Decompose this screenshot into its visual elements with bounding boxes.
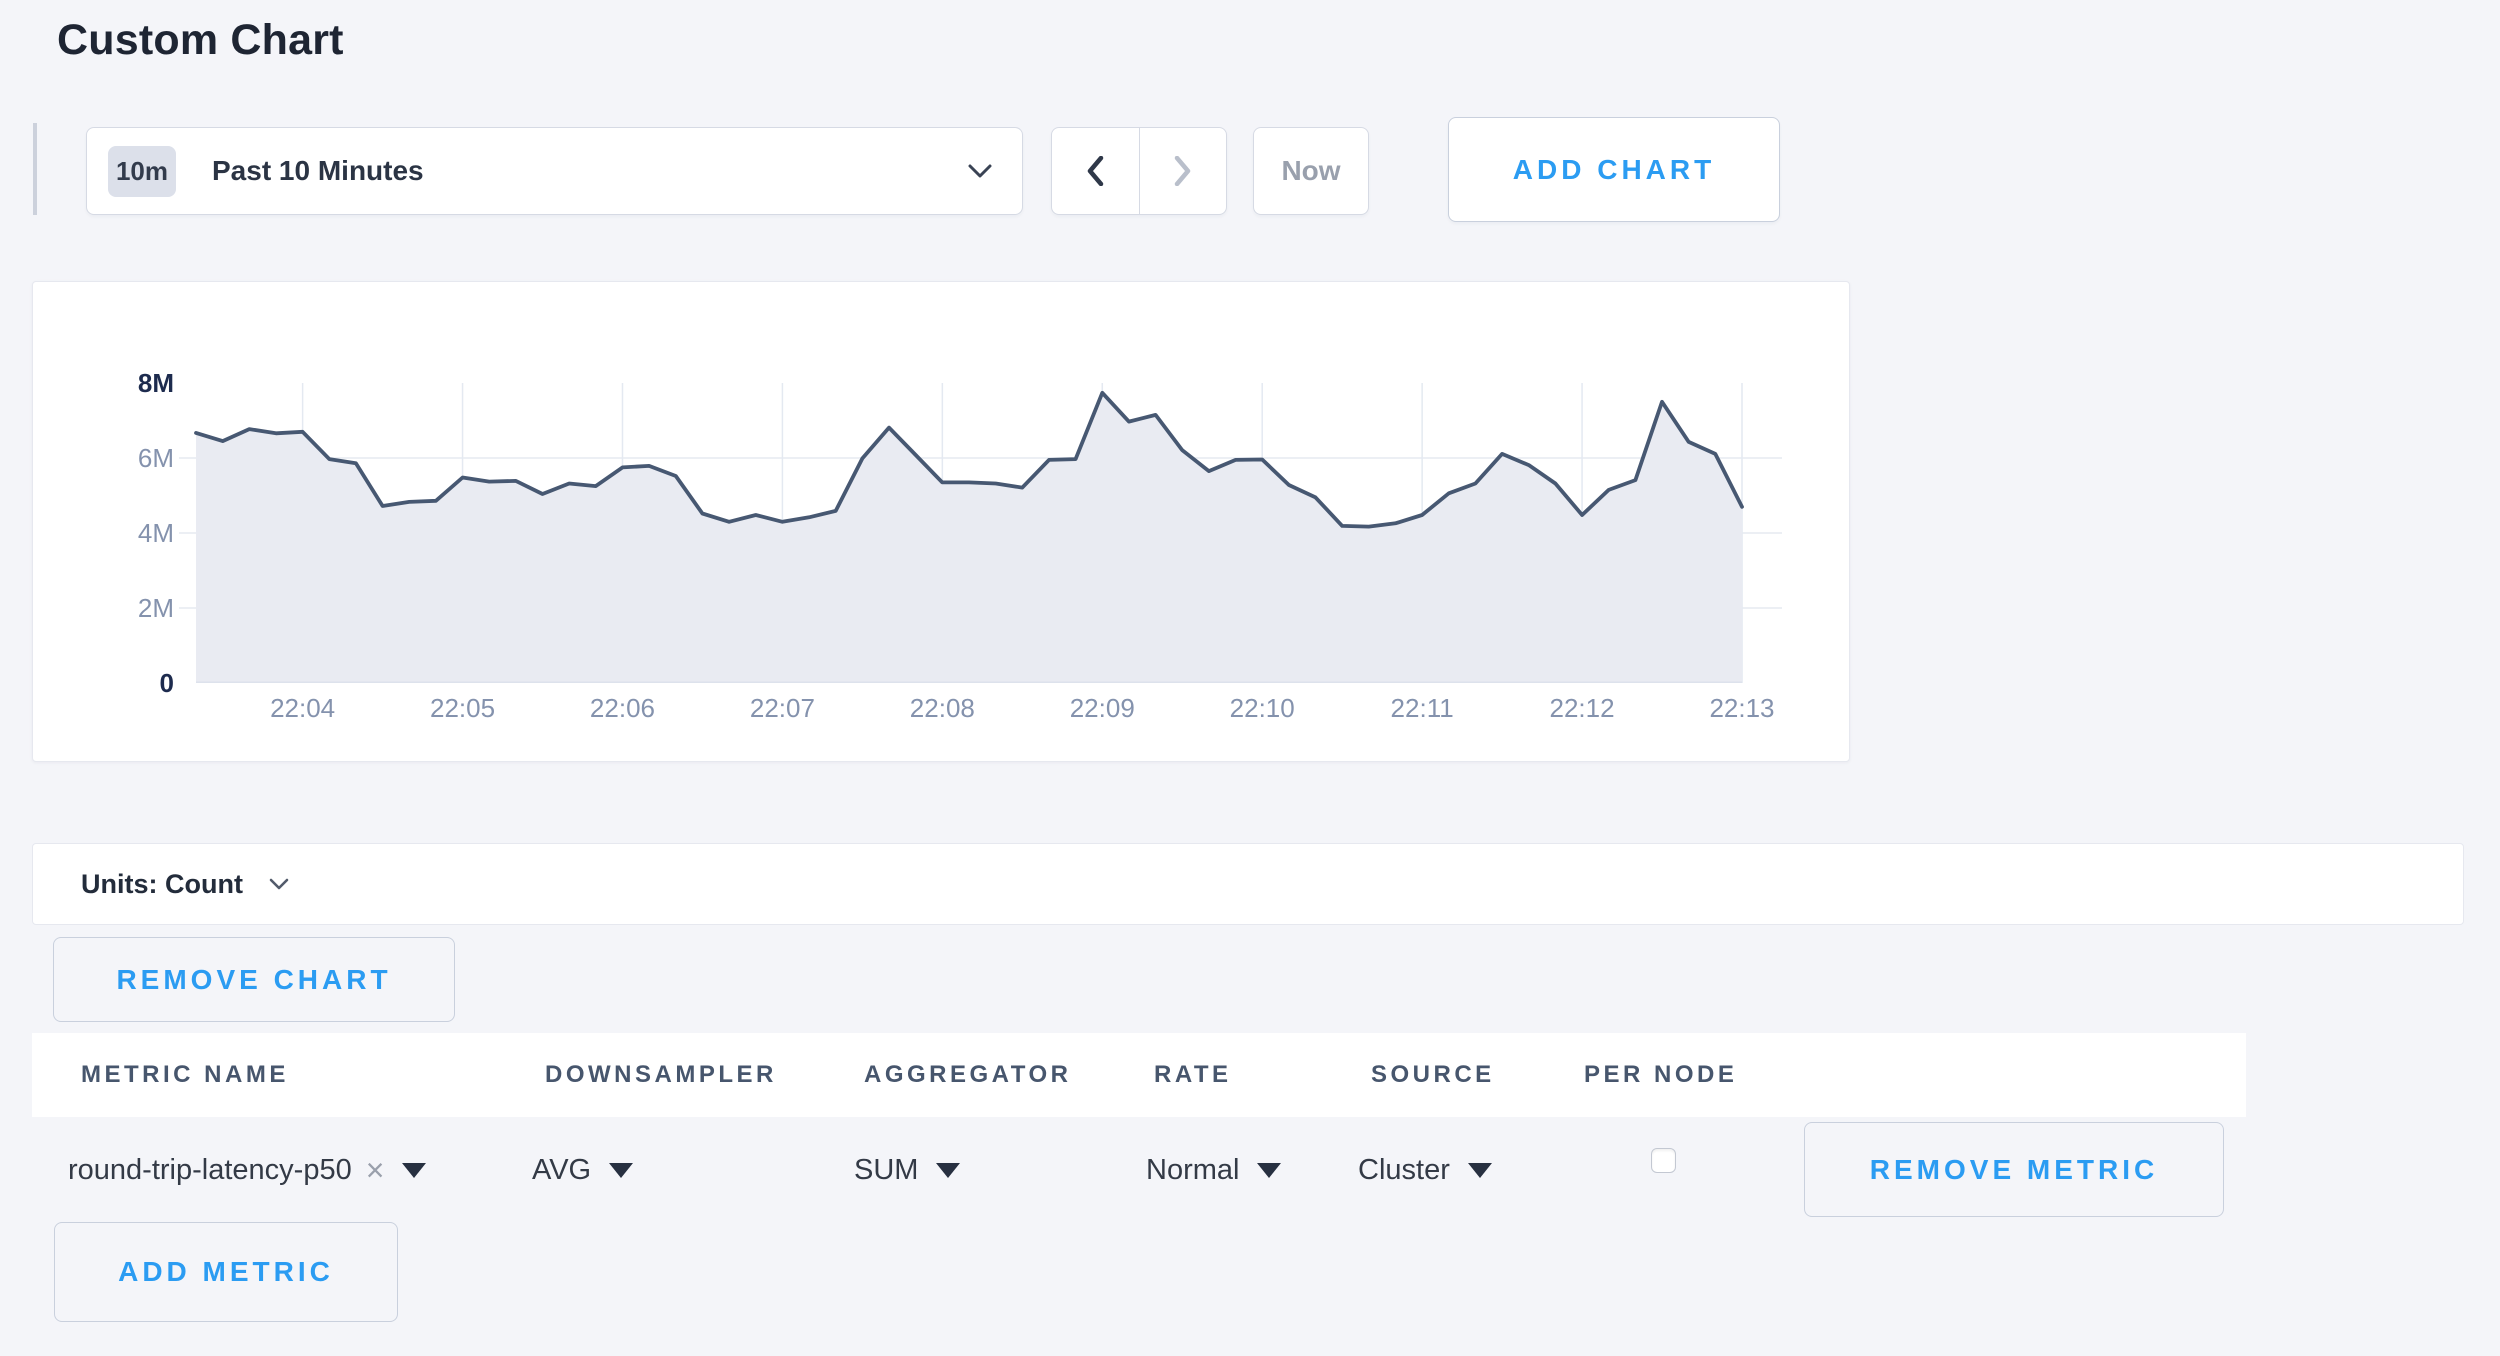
y-axis-tick-label: 0 <box>159 668 174 698</box>
chevron-down-icon <box>968 164 992 178</box>
x-axis-tick-label: 22:13 <box>1709 693 1775 723</box>
column-header-per-node: PER NODE <box>1584 1061 1738 1088</box>
remove-metric-button[interactable]: REMOVE METRIC <box>1804 1122 2224 1217</box>
time-window-label: Past 10 Minutes <box>212 155 424 186</box>
aggregator-value: SUM <box>854 1153 919 1186</box>
units-dropdown[interactable]: Units: Count <box>32 843 2464 925</box>
y-axis-tick-label: 2M <box>137 593 174 623</box>
toolbar-left-rule <box>33 123 37 215</box>
aggregator-dropdown[interactable]: SUM <box>854 1118 961 1222</box>
remove-chart-button[interactable]: REMOVE CHART <box>53 937 455 1022</box>
per-node-checkbox[interactable] <box>1651 1148 1676 1173</box>
chart-plot-area[interactable] <box>33 282 1849 761</box>
x-axis-tick-label: 22:07 <box>749 693 815 723</box>
add-metric-button[interactable]: ADD METRIC <box>54 1222 398 1322</box>
rate-dropdown[interactable]: Normal <box>1146 1118 1282 1222</box>
y-axis-tick-label: 8M <box>137 368 174 398</box>
x-axis-tick-label: 22:05 <box>430 693 496 723</box>
caret-down-icon <box>936 1162 961 1178</box>
series-line <box>194 390 1744 529</box>
column-header-source: SOURCE <box>1371 1061 1495 1088</box>
chevron-left-icon <box>1088 156 1104 186</box>
x-axis-tick-label: 22:11 <box>1390 693 1454 723</box>
now-button[interactable]: Now <box>1253 127 1369 215</box>
column-header-aggregator: AGGREGATOR <box>864 1061 1072 1088</box>
chevron-right-icon <box>1174 156 1190 186</box>
rate-value: Normal <box>1146 1153 1240 1186</box>
units-label: Units: Count <box>81 868 243 899</box>
chart-card: 0 2M 4M 6M 8M 22:04 22:05 22:06 22:07 22:08 22:09 2… <box>32 281 1850 762</box>
column-header-rate: RATE <box>1154 1061 1232 1088</box>
caret-down-icon <box>1467 1162 1492 1178</box>
caret-down-icon <box>1257 1162 1282 1178</box>
time-back-button[interactable] <box>1052 128 1139 214</box>
downsampler-value: AVG <box>532 1153 592 1186</box>
y-axis-tick-label: 6M <box>137 443 174 473</box>
time-window-badge: 10m <box>108 145 176 197</box>
x-axis-tick-label: 22:12 <box>1549 693 1615 723</box>
source-value: Cluster <box>1358 1153 1450 1186</box>
remove-metric-chip-icon[interactable]: × <box>365 1152 385 1188</box>
time-forward-button[interactable] <box>1138 128 1227 214</box>
caret-down-icon <box>402 1162 427 1178</box>
metric-name-dropdown[interactable]: round-trip-latency-p50 × <box>68 1118 427 1222</box>
time-range-dropdown[interactable]: 10m Past 10 Minutes <box>86 127 1023 215</box>
time-nav-arrows <box>1051 127 1227 215</box>
y-axis-tick-label: 4M <box>137 518 174 548</box>
chevron-down-icon <box>269 878 289 890</box>
column-header-downsampler: DOWNSAMPLER <box>545 1061 777 1088</box>
x-axis-tick-label: 22:06 <box>589 693 655 723</box>
x-axis-tick-label: 22:04 <box>270 693 336 723</box>
x-axis-tick-label: 22:08 <box>909 693 975 723</box>
series-area-fill <box>196 392 1742 683</box>
column-header-metric-name: METRIC NAME <box>81 1061 289 1088</box>
page-title: Custom Chart <box>57 16 344 64</box>
metric-name-value: round-trip-latency-p50 <box>68 1153 352 1186</box>
caret-down-icon <box>609 1162 634 1178</box>
table-row: round-trip-latency-p50 × AVG SUM Normal … <box>0 1118 2500 1222</box>
downsampler-dropdown[interactable]: AVG <box>532 1118 634 1222</box>
x-axis-tick-label: 22:10 <box>1229 693 1295 723</box>
metrics-table-header: METRIC NAME DOWNSAMPLER AGGREGATOR RATE … <box>32 1033 2246 1117</box>
add-chart-button[interactable]: ADD CHART <box>1448 117 1780 222</box>
source-dropdown[interactable]: Cluster <box>1358 1118 1492 1222</box>
x-axis-tick-label: 22:09 <box>1069 693 1135 723</box>
